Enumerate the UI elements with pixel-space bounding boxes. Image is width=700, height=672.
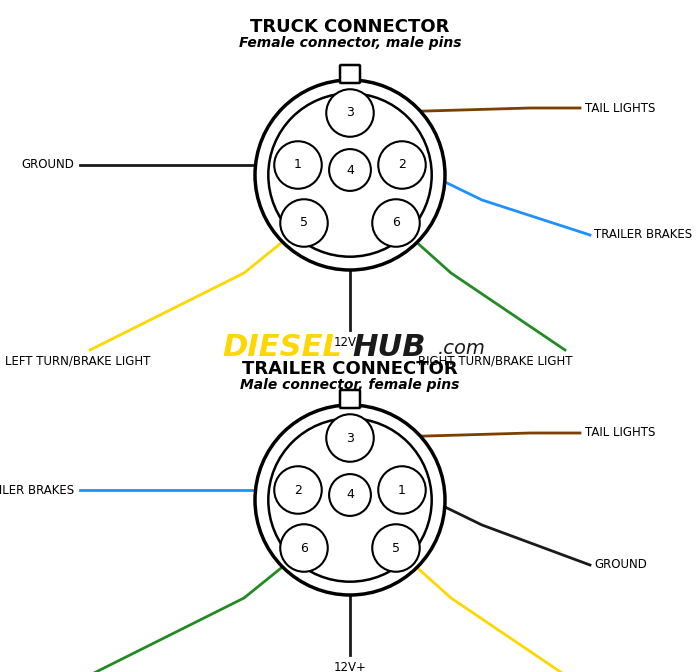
Text: 6: 6 (392, 216, 400, 230)
Text: .com: .com (438, 339, 486, 358)
Circle shape (280, 200, 328, 247)
Text: 1: 1 (294, 159, 302, 171)
Circle shape (372, 524, 420, 572)
FancyBboxPatch shape (340, 65, 360, 83)
Text: 1: 1 (398, 483, 406, 497)
Circle shape (378, 466, 426, 514)
Text: 5: 5 (392, 542, 400, 554)
Text: Male connector, female pins: Male connector, female pins (240, 378, 460, 392)
Text: DIESEL: DIESEL (222, 333, 342, 362)
Text: 6: 6 (300, 542, 308, 554)
Text: 5: 5 (300, 216, 308, 230)
Text: 4: 4 (346, 489, 354, 501)
FancyBboxPatch shape (340, 390, 360, 408)
Circle shape (378, 141, 426, 189)
Text: TRAILER BRAKES: TRAILER BRAKES (594, 228, 692, 241)
Text: TAIL LIGHTS: TAIL LIGHTS (585, 101, 655, 114)
Circle shape (274, 466, 322, 514)
Circle shape (255, 80, 445, 270)
Text: RIGHT TURN/BRAKE LIGHT: RIGHT TURN/BRAKE LIGHT (417, 354, 572, 367)
Text: 12V+: 12V+ (334, 661, 366, 672)
Circle shape (268, 418, 432, 582)
Text: 3: 3 (346, 106, 354, 120)
Circle shape (268, 93, 432, 257)
Text: 4: 4 (346, 163, 354, 177)
Circle shape (274, 141, 322, 189)
Circle shape (280, 524, 328, 572)
Text: TRAILER BRAKES: TRAILER BRAKES (0, 483, 74, 497)
Text: Female connector, male pins: Female connector, male pins (239, 36, 461, 50)
Text: TAIL LIGHTS: TAIL LIGHTS (585, 427, 655, 439)
Circle shape (326, 414, 374, 462)
Text: 2: 2 (398, 159, 406, 171)
Text: TRAILER CONNECTOR: TRAILER CONNECTOR (242, 360, 458, 378)
Text: GROUND: GROUND (21, 159, 74, 171)
Text: 2: 2 (294, 483, 302, 497)
Text: GROUND: GROUND (594, 558, 647, 571)
Circle shape (255, 405, 445, 595)
Text: TRUCK CONNECTOR: TRUCK CONNECTOR (251, 18, 449, 36)
Text: 12V+: 12V+ (334, 336, 366, 349)
Circle shape (329, 149, 371, 191)
Text: HUB: HUB (352, 333, 426, 362)
Text: 3: 3 (346, 431, 354, 444)
Circle shape (372, 200, 420, 247)
Circle shape (326, 89, 374, 136)
Circle shape (329, 474, 371, 516)
Text: LEFT TURN/BRAKE LIGHT: LEFT TURN/BRAKE LIGHT (5, 354, 150, 367)
